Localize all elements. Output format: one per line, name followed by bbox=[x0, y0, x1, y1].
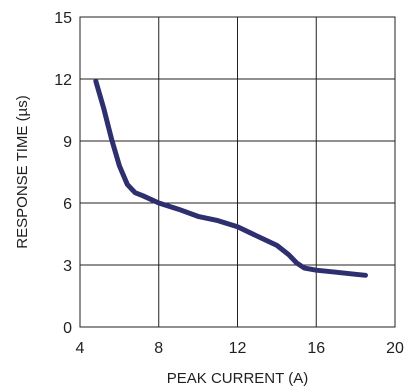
x-tick-labels: 4 8 12 16 20 bbox=[76, 340, 404, 357]
y-tick-label: 9 bbox=[63, 134, 72, 151]
series-line-0 bbox=[93, 78, 368, 278]
y-tick-labels: 0 3 6 9 12 15 bbox=[54, 10, 72, 337]
y-tick-label: 15 bbox=[54, 10, 72, 27]
plot-frame bbox=[79, 16, 396, 328]
x-tick-label: 12 bbox=[229, 340, 247, 357]
y-tick-label: 3 bbox=[63, 258, 72, 275]
x-tick-label: 8 bbox=[154, 340, 163, 357]
y-tick-label: 6 bbox=[63, 196, 72, 213]
x-tick-label: 4 bbox=[76, 340, 85, 357]
series-layer bbox=[93, 78, 368, 278]
x-axis-label: PEAK CURRENT (A) bbox=[167, 370, 308, 387]
y-tick-label: 12 bbox=[54, 72, 72, 89]
x-tick-label: 16 bbox=[307, 340, 325, 357]
y-axis-label: RESPONSE TIME (µs) bbox=[14, 95, 31, 248]
x-tick-label: 20 bbox=[386, 340, 404, 357]
grid-lines bbox=[80, 17, 395, 327]
y-tick-label: 0 bbox=[63, 320, 72, 337]
